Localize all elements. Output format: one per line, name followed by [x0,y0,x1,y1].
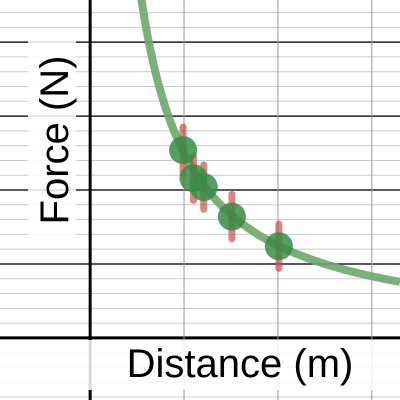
y-axis-label: Force (N) [33,56,77,225]
data-point [264,232,293,261]
label-backdrop [28,40,76,240]
data-point [169,136,198,165]
plot [137,0,400,286]
x-axis-label: Distance (m) [127,342,354,386]
data-point [189,173,218,202]
label-backdrop [0,340,400,390]
data-point [217,202,246,231]
